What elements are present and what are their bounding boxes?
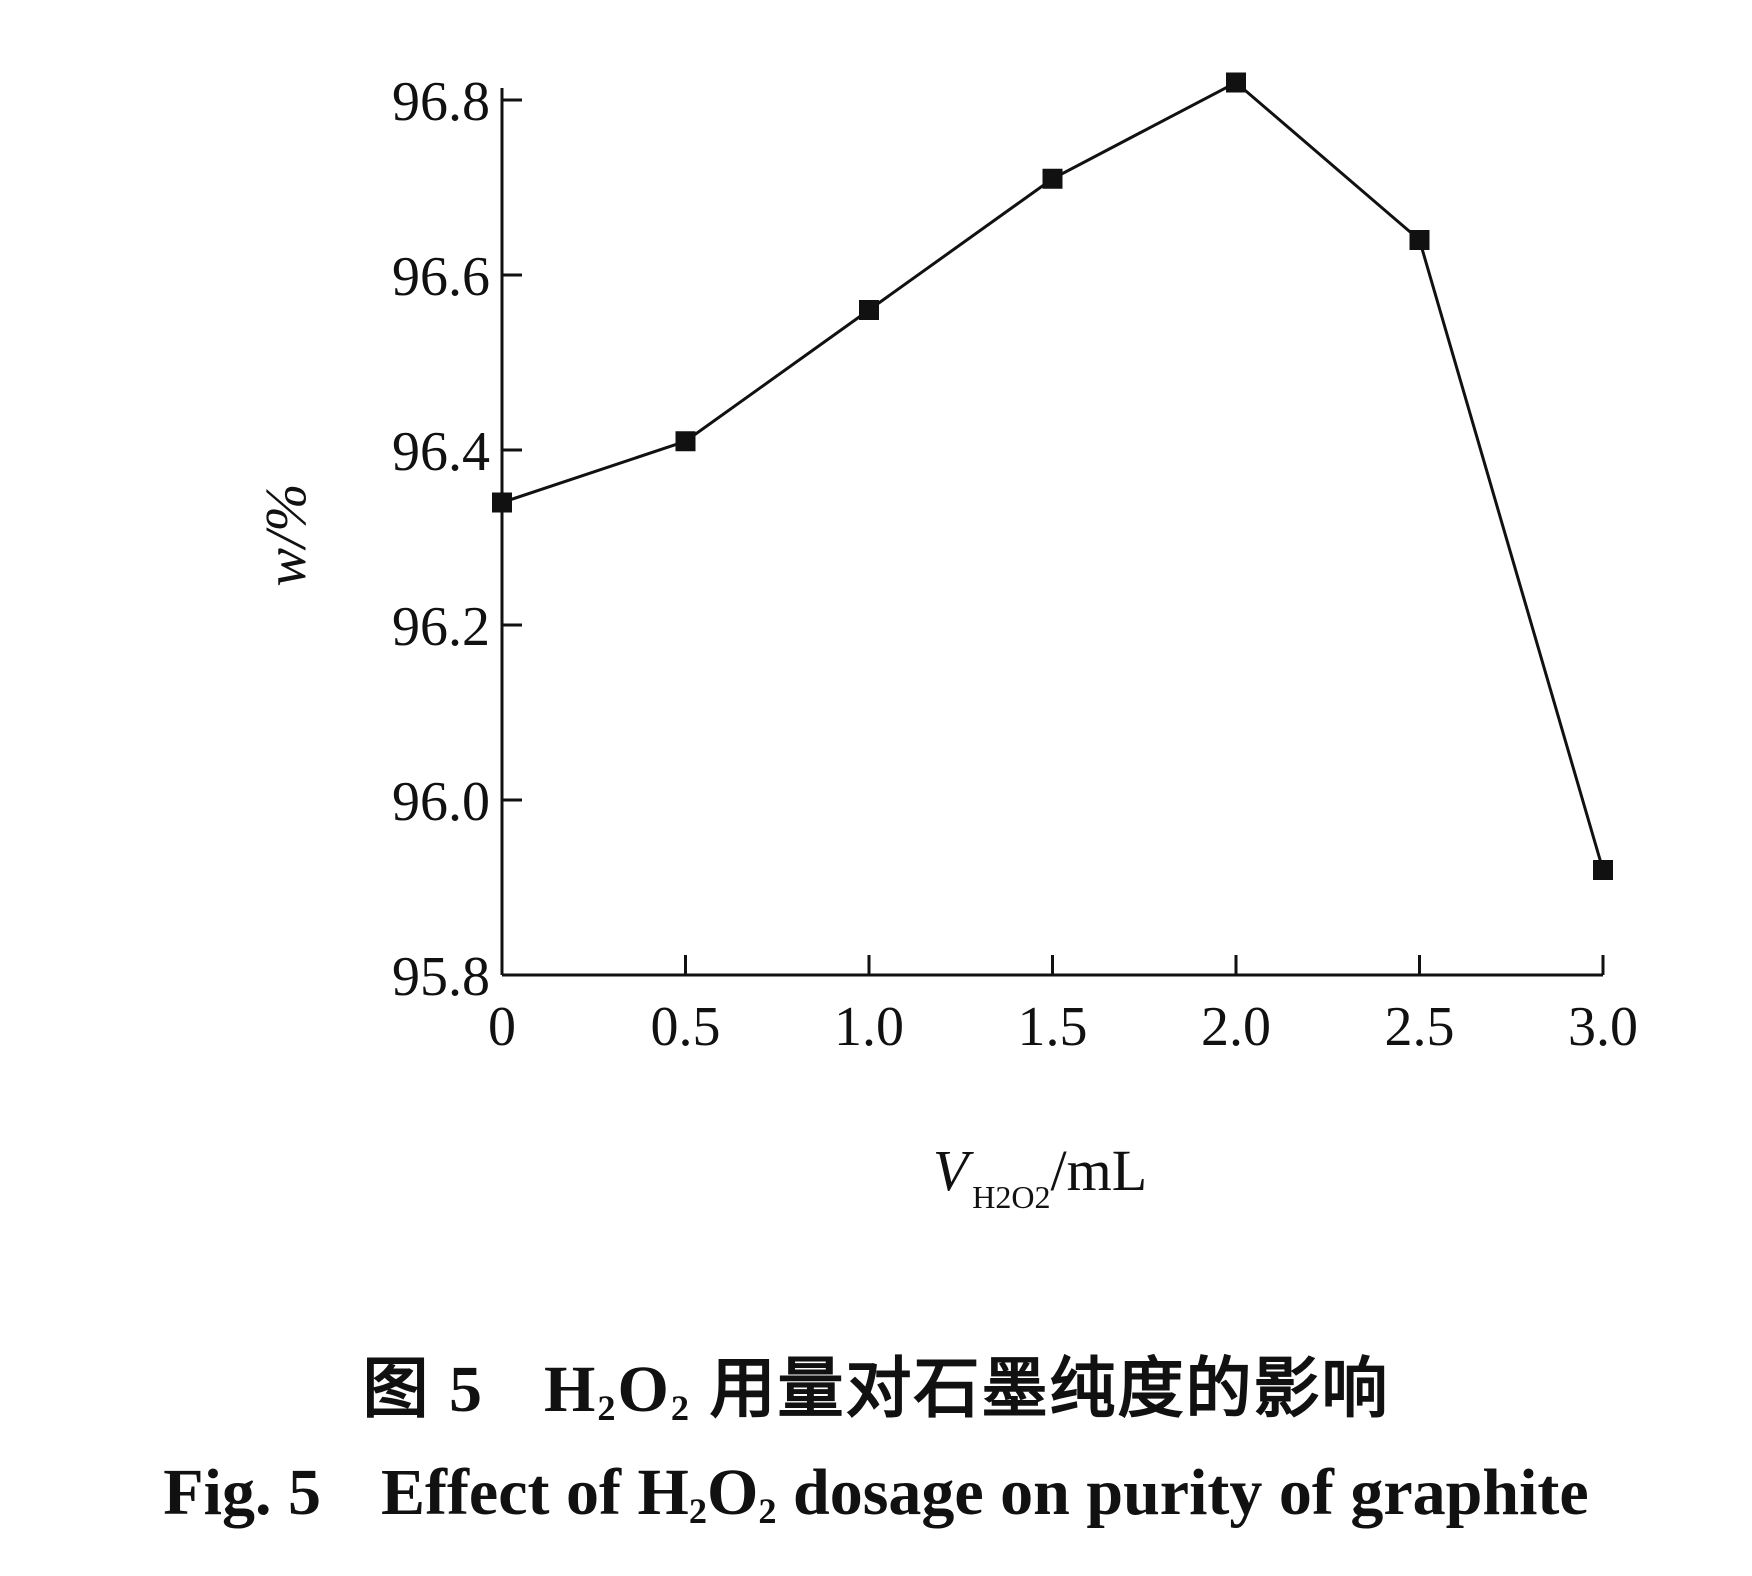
- caption-en-sub2: 2: [758, 1491, 777, 1532]
- x-axis-label-sub: H2O2: [972, 1179, 1050, 1215]
- caption-cn-h: H: [544, 1353, 598, 1426]
- caption-english: Fig. 5 Effect of H2O2 dosage on purity of…: [0, 1455, 1752, 1532]
- y-tick-label: 96.2: [392, 596, 490, 658]
- caption-en-sub1: 2: [688, 1491, 707, 1532]
- caption-cn-rest: 用量对石墨纯度的影响: [709, 1353, 1390, 1426]
- series-polyline: [501, 80, 1605, 871]
- data-markers: [492, 72, 1613, 880]
- x-axis-label-unit: /mL: [1050, 1138, 1147, 1203]
- x-tick-label: 3.0: [1568, 996, 1638, 1058]
- caption-cn-fig: 图 5: [362, 1353, 484, 1426]
- x-tick-label: 1.0: [834, 996, 904, 1058]
- caption-en-pre: Effect of H: [380, 1456, 689, 1529]
- data-point: [1409, 230, 1430, 250]
- data-point: [492, 492, 512, 513]
- x-axis-label-main: V: [933, 1138, 975, 1203]
- x-tick-label: 1.5: [1018, 996, 1088, 1058]
- y-tick-label: 96.4: [392, 421, 490, 483]
- x-axis-label: V H2O2/mL: [933, 1138, 1147, 1215]
- y-tick-label: 96.8: [392, 71, 490, 133]
- caption-cn-o-sub: 2: [670, 1388, 691, 1429]
- data-point: [675, 431, 696, 452]
- y-axis-label: w/%: [253, 483, 318, 586]
- line-chart: 95.8 96.0 96.2 96.4 96.6 96.8 0 0.5 1.0 1.5 2.0 2.5…: [253, 71, 1638, 1215]
- x-tick-label: 2.0: [1201, 996, 1271, 1058]
- data-point: [859, 300, 879, 320]
- y-tick-label: 96.6: [392, 246, 490, 308]
- y-tick-label: 96.0: [392, 771, 490, 833]
- series-line: [501, 80, 1605, 871]
- data-point: [1226, 72, 1246, 93]
- caption-en-post: dosage on purity of graphite: [776, 1456, 1589, 1529]
- x-tick-label: 2.5: [1385, 996, 1455, 1058]
- caption-cn-h-sub: 2: [597, 1388, 618, 1429]
- axes: [500, 88, 1603, 977]
- x-tick-label: 0: [488, 996, 516, 1058]
- ticks: 95.8 96.0 96.2 96.4 96.6 96.8 0 0.5 1.0 1.5 2.0 2.5…: [392, 71, 1638, 1058]
- caption-cn-o: O: [617, 1353, 671, 1426]
- x-tick-label: 0.5: [651, 996, 721, 1058]
- caption-en-fig: Fig. 5: [163, 1456, 321, 1529]
- y-tick-label: 95.8: [392, 946, 490, 1008]
- caption-chinese: 图 5 H2O2 用量对石墨纯度的影响: [0, 1335, 1752, 1431]
- caption-en-mid: O: [706, 1456, 759, 1529]
- data-point: [1593, 860, 1613, 880]
- data-point: [1042, 168, 1063, 189]
